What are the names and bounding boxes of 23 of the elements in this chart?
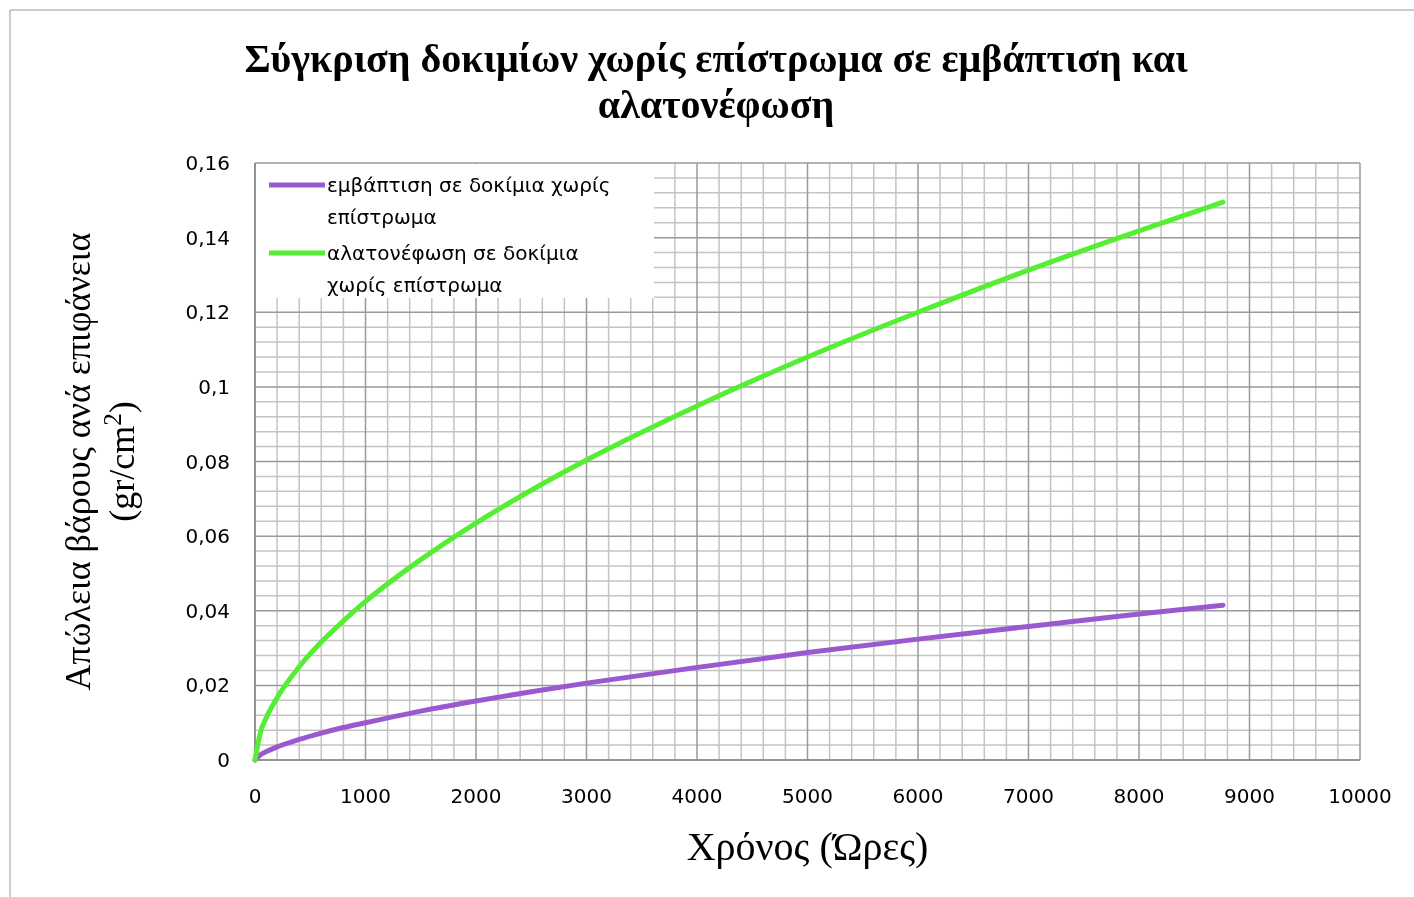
x-tick-label: 9000	[1224, 784, 1275, 808]
y-tick-label: 0,12	[185, 300, 230, 325]
x-tick-label: 7000	[1003, 784, 1054, 808]
x-tick-label: 10000	[1328, 784, 1392, 808]
x-tick-label: 6000	[892, 784, 944, 808]
x-tick-label: 8000	[1113, 784, 1165, 808]
y-tick-label: 0,08	[185, 449, 230, 474]
x-tick-label: 3000	[561, 784, 612, 808]
x-tick-label: 1000	[340, 784, 391, 808]
legend-label: αλατονέφωση σε δοκίμια χωρίς επίστρωμα	[327, 241, 579, 297]
x-tick-label: 2000	[450, 784, 502, 808]
chart-title: Σύγκριση δοκιμίων χωρίς επίστρωμα σε εμβάπτιση και αλατονέφωση	[244, 36, 1189, 127]
x-tick-label: 4000	[671, 784, 723, 808]
x-tick-label: 5000	[782, 784, 833, 808]
y-tick-label: 0,02	[185, 673, 230, 698]
y-tick-label: 0,1	[198, 374, 230, 399]
y-tick-label: 0,16	[185, 151, 230, 175]
y-tick-label: 0,14	[185, 225, 230, 250]
y-tick-label: 0	[217, 748, 230, 772]
y-tick-label: 0,04	[185, 598, 230, 623]
y-tick-label: 0,06	[185, 524, 230, 549]
x-axis-title: Χρόνος (Ώρες)	[686, 824, 929, 869]
x-tick-label: 0	[248, 784, 262, 808]
